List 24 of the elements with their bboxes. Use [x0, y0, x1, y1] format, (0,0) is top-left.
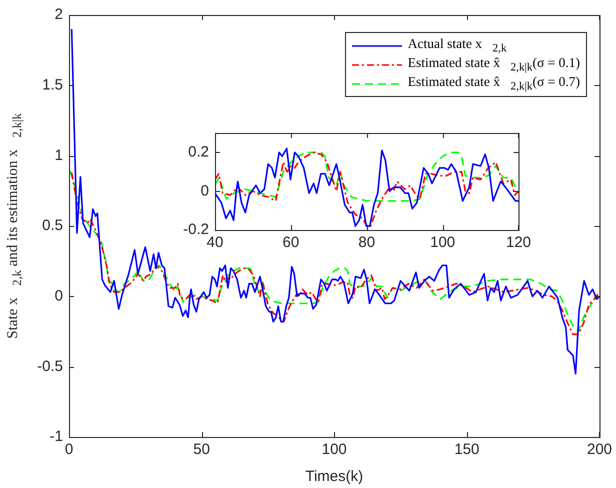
y-tick-label: -1	[50, 428, 63, 446]
y-tick-label: -0.5	[37, 358, 63, 375]
y-tick-label: -0.2	[183, 221, 209, 238]
y-tick-label: 0	[200, 182, 209, 200]
y-tick-label: 0	[54, 287, 63, 304]
x-axis-title: Times(k)	[305, 468, 364, 486]
x-tick-label: 40	[206, 234, 224, 252]
line-series	[215, 152, 518, 202]
legend-label: Estimated state x̂⃗$_{2,k|k}$(σ = 0.7)	[408, 74, 580, 93]
x-tick-label: 100	[430, 234, 456, 252]
x-tick-label: 50	[193, 441, 210, 458]
y-tick-label: 0.2	[188, 144, 209, 161]
x-tick-label: 60	[282, 234, 300, 252]
x-tick-label: 120	[506, 234, 531, 252]
legend-label: Actual state x⃗$_{2,k}$	[408, 36, 507, 55]
y-tick-label: 1	[54, 146, 63, 164]
x-tick-label: 150	[454, 441, 480, 458]
y-tick-label: 1.5	[42, 76, 63, 94]
legend-label: Estimated state x̂⃗$_{2,k|k}$(σ = 0.1)	[408, 55, 580, 74]
x-tick-label: 200	[586, 441, 612, 458]
x-tick-label: 100	[322, 441, 347, 458]
y-tick-label: 0.5	[42, 217, 63, 234]
y-tick-label: 2	[54, 6, 63, 24]
x-tick-label: 80	[358, 234, 376, 252]
